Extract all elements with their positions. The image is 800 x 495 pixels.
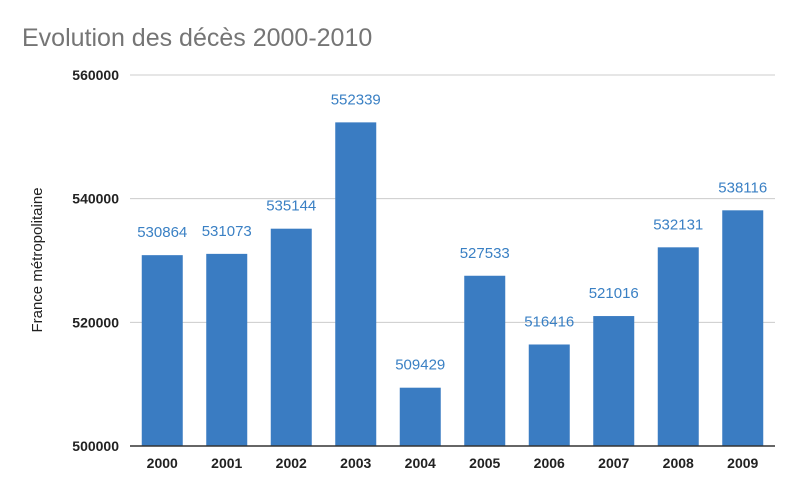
y-tick-label: 540000: [72, 191, 119, 207]
data-label: 509429: [395, 357, 445, 374]
bar: [528, 344, 570, 446]
data-label: 531073: [202, 223, 252, 240]
x-tick-label: 2005: [469, 455, 500, 471]
data-label: 530864: [137, 224, 187, 241]
bar: [335, 122, 377, 446]
x-tick-label: 2007: [598, 455, 629, 471]
data-label: 516416: [524, 313, 574, 330]
x-tick-label: 2008: [663, 455, 694, 471]
data-label: 527533: [460, 245, 510, 262]
data-label: 532131: [653, 216, 703, 233]
x-tick-label: 2004: [405, 455, 436, 471]
bar: [657, 247, 699, 446]
x-tick-label: 2002: [276, 455, 307, 471]
y-axis-ticks: 500000 520000 540000 560000: [72, 67, 119, 454]
y-axis-label: France métropolitaine: [29, 187, 46, 332]
data-label: 538116: [718, 179, 767, 196]
y-tick-label: 500000: [72, 438, 119, 454]
chart-title: Evolution des décès 2000-2010: [22, 24, 372, 52]
x-tick-label: 2006: [534, 455, 565, 471]
data-label: 521016: [589, 285, 639, 302]
bar: [206, 253, 248, 446]
x-tick-label: 2009: [727, 455, 758, 471]
bar: [399, 387, 441, 446]
x-tick-label: 2003: [340, 455, 371, 471]
x-axis-ticks: 2000 2001 2002 2003 2004 2005 2006 2007 2008 2009: [147, 455, 759, 471]
bar: [141, 255, 183, 446]
data-labels: 530864 531073 535144 552339 509429 527533 5164…: [137, 91, 767, 373]
bar: [593, 316, 635, 446]
y-tick-label: 520000: [72, 314, 119, 330]
bar: [270, 228, 312, 446]
x-tick-label: 2001: [211, 455, 242, 471]
y-tick-label: 560000: [72, 67, 119, 83]
data-label: 552339: [331, 91, 381, 108]
bars: [141, 122, 764, 446]
bar: [464, 275, 506, 446]
x-tick-label: 2000: [147, 455, 178, 471]
bar: [722, 210, 764, 446]
data-label: 535144: [266, 198, 316, 215]
